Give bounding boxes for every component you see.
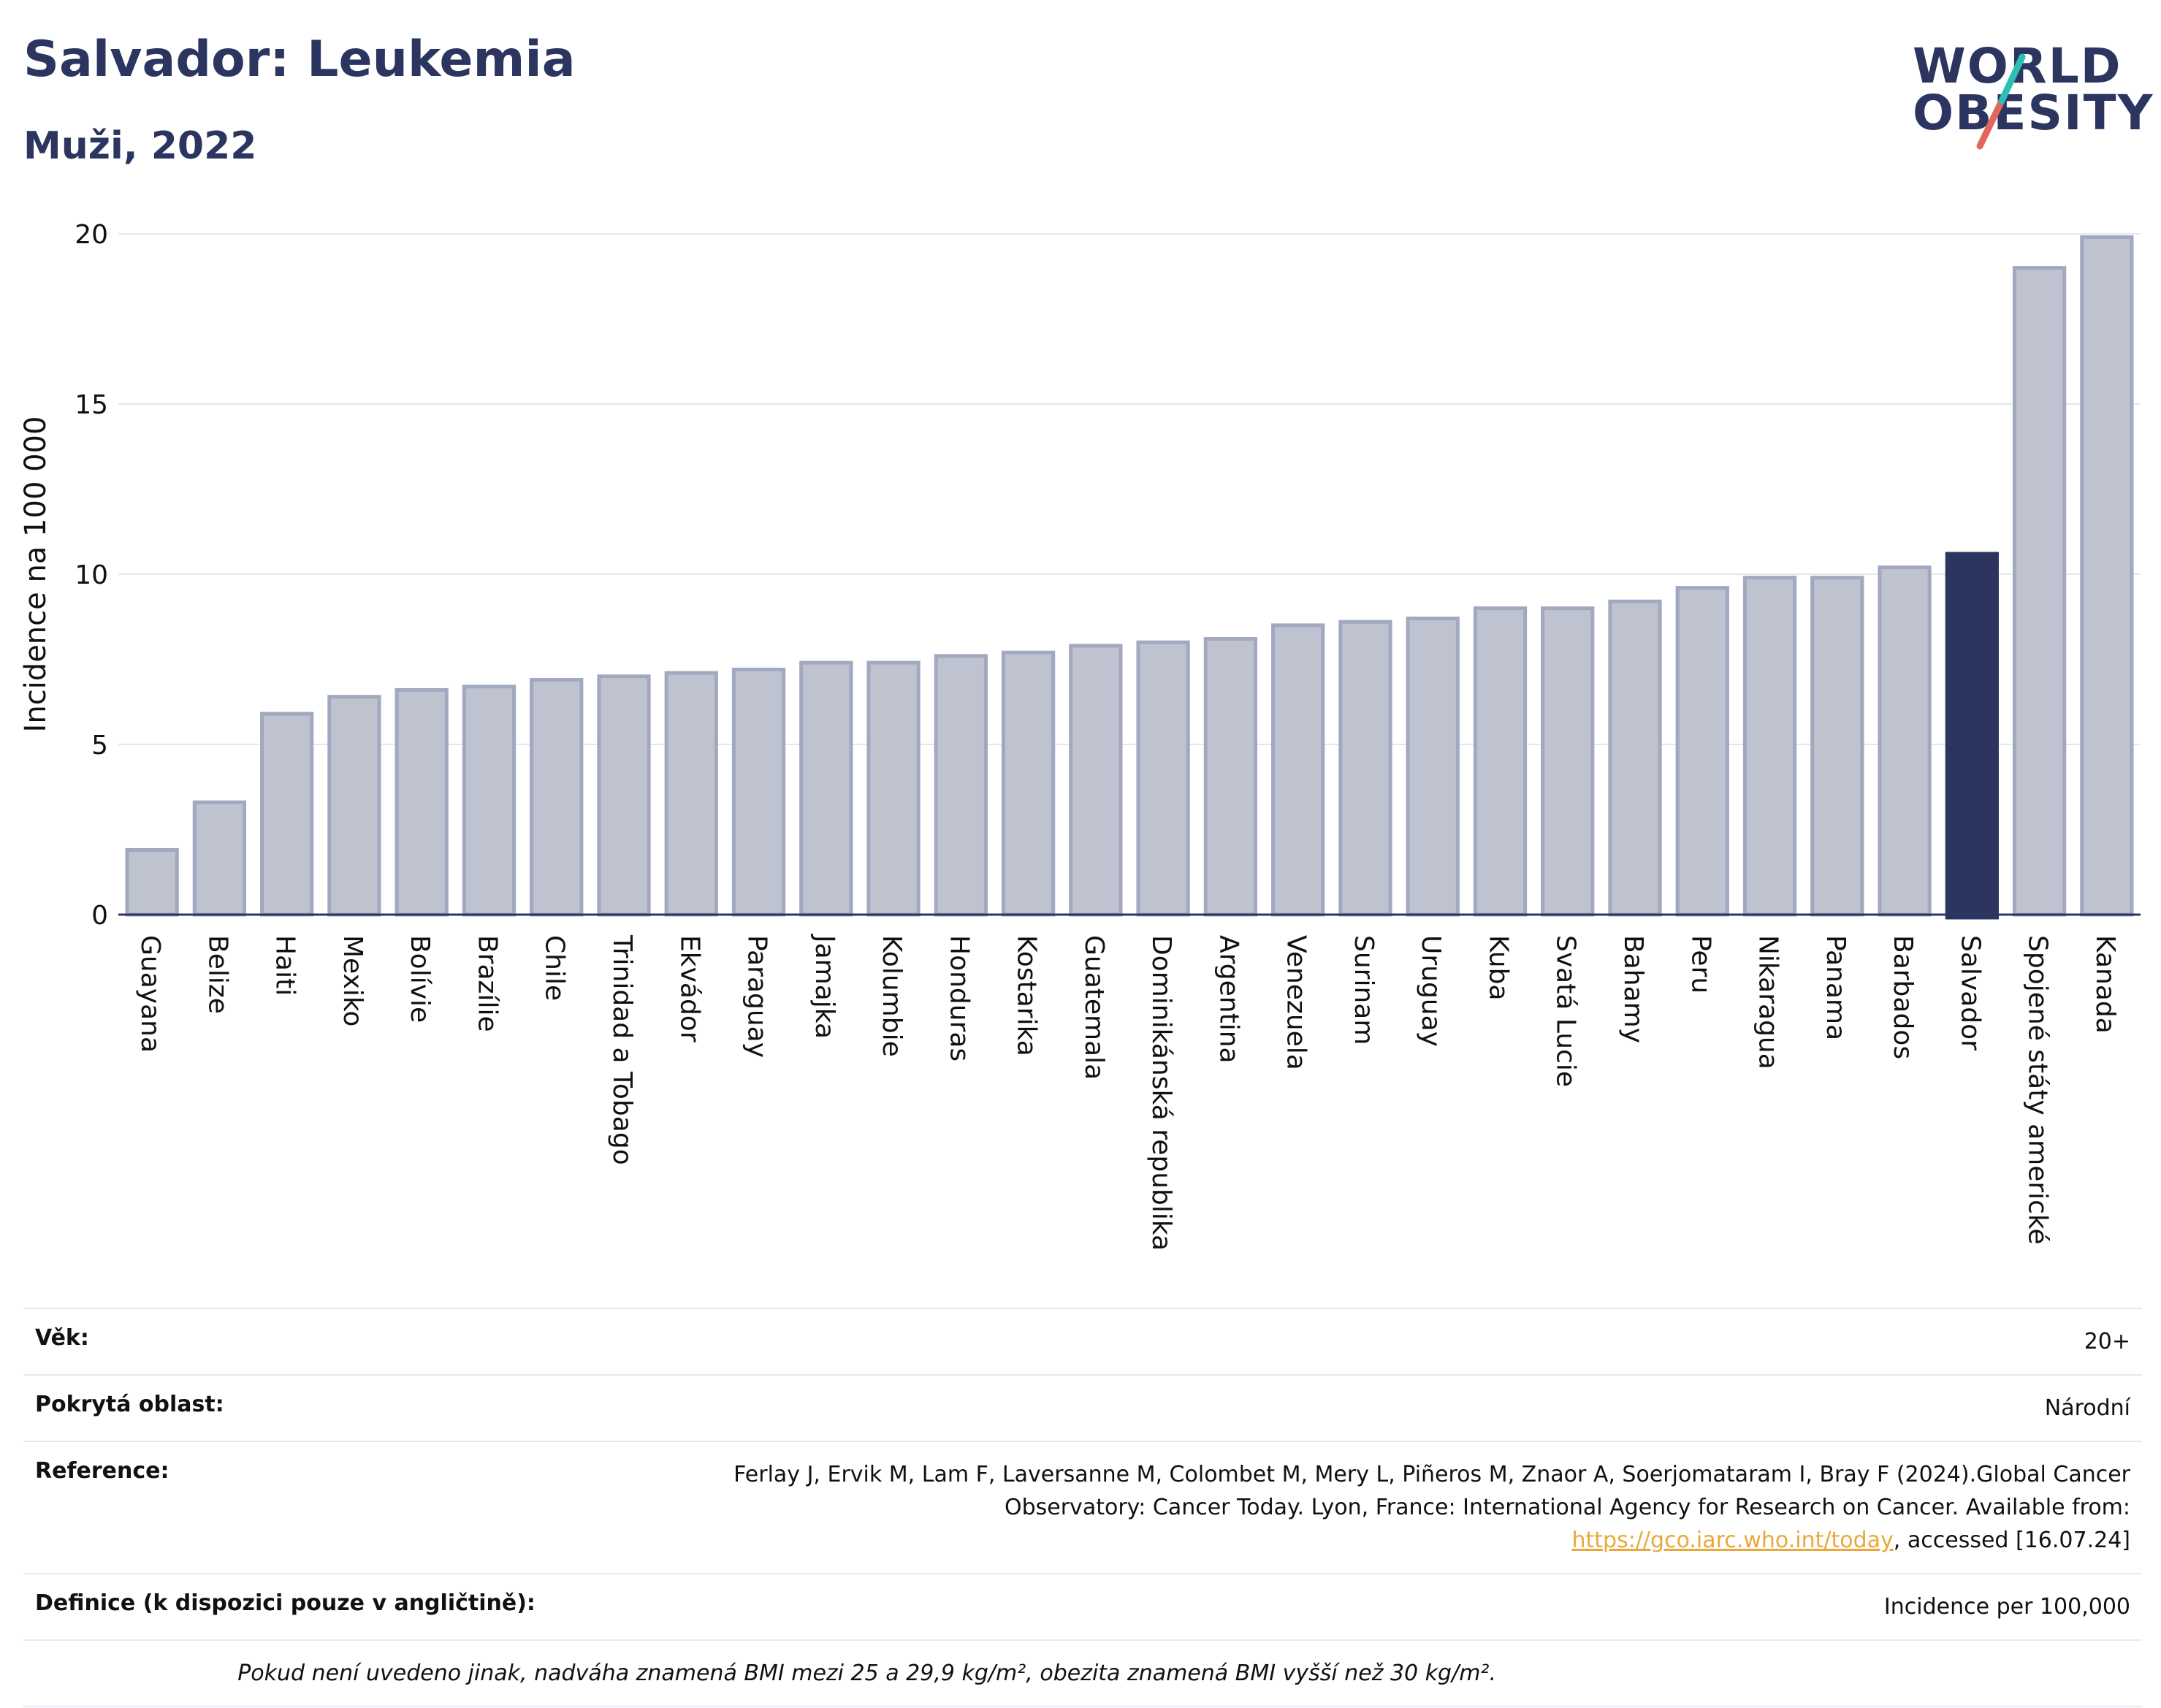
- reference-text: Ferlay J, Ervik M, Lam F, Laversanne M, …: [733, 1462, 2130, 1520]
- chart-gridlines: [118, 233, 2141, 745]
- bar-guatemala: [1069, 644, 1123, 917]
- bar-spojené-státy-americké: [2012, 266, 2067, 917]
- meta-value: Ferlay J, Ervik M, Lam F, Laversanne M, …: [669, 1458, 2130, 1557]
- x-tick-label: Surinam: [1349, 935, 1379, 1045]
- bar-panama: [1810, 576, 1864, 917]
- x-tick-label: Paraguay: [742, 935, 772, 1058]
- x-tick-label: Kuba: [1483, 935, 1513, 1001]
- x-tick-label: Venezuela: [1281, 935, 1311, 1070]
- y-tick-label: 10: [75, 560, 108, 590]
- x-tick-label: Belize: [202, 935, 232, 1014]
- footnote: Pokud není uvedeno jinak, nadváha znamen…: [237, 1661, 1496, 1686]
- bar-svatá-lucie: [1541, 606, 1595, 917]
- x-tick-label: Mexiko: [338, 935, 367, 1026]
- chart-bars: [125, 235, 2134, 920]
- bar-nikaragua: [1742, 576, 1797, 917]
- bar-barbados: [1878, 565, 1932, 917]
- x-tick-label: Barbados: [1888, 935, 1918, 1059]
- meta-row-reference: Reference: Ferlay J, Ervik M, Lam F, Lav…: [23, 1441, 2142, 1573]
- bar-argentina: [1203, 637, 1258, 917]
- x-tick-label: Brazílie: [472, 935, 502, 1032]
- x-tick-label: Spojené státy americké: [2023, 935, 2053, 1245]
- meta-row-coverage: Pokrytá oblast: Národní: [23, 1374, 2142, 1441]
- bar-surinam: [1338, 619, 1392, 917]
- x-tick-label: Kolumbie: [877, 935, 907, 1057]
- bar-bahamy: [1608, 599, 1662, 917]
- x-tick-label: Svatá Lucie: [1551, 935, 1581, 1087]
- y-tick-label: 5: [91, 731, 108, 760]
- bar-guayana: [125, 847, 179, 917]
- bar-brazílie: [462, 685, 517, 917]
- bar-uruguay: [1406, 617, 1460, 917]
- x-tick-label: Guatemala: [1079, 935, 1109, 1080]
- x-tick-label: Argentina: [1213, 935, 1243, 1064]
- meta-row-age: Věk: 20+: [23, 1308, 2142, 1374]
- bar-kanada: [2080, 235, 2134, 917]
- world-obesity-logo: WORLD OBESITY: [1892, 29, 2155, 161]
- bar-trinidad-a-tobago: [597, 674, 651, 917]
- bar-dominikánská-republika: [1136, 640, 1190, 917]
- bar-kostarika: [1001, 650, 1056, 917]
- bar-chile: [530, 677, 584, 917]
- meta-value: Národní: [2044, 1395, 2130, 1421]
- x-tick-label: Peru: [1685, 935, 1715, 994]
- x-tick-label: Ekvádor: [674, 935, 704, 1042]
- reference-link[interactable]: https://gco.iarc.who.int/today: [1571, 1528, 1894, 1553]
- bar-jamajka: [799, 660, 853, 917]
- bar-paraguay: [731, 667, 786, 917]
- x-tick-label: Haiti: [270, 935, 300, 996]
- bar-ekvádor: [664, 671, 718, 917]
- meta-label: Definice (k dispozici pouze v angličtině…: [35, 1590, 536, 1616]
- x-tick-label: Dominikánská republika: [1146, 935, 1176, 1251]
- page-title: Salvador: Leukemia: [23, 31, 576, 88]
- x-tick-label: Honduras: [944, 935, 974, 1061]
- meta-value: Incidence per 100,000: [1883, 1594, 2130, 1620]
- y-tick-label: 15: [75, 390, 108, 420]
- meta-value: 20+: [2084, 1329, 2130, 1354]
- bar-belize: [192, 800, 247, 917]
- meta-row-definition: Definice (k dispozici pouze v angličtině…: [23, 1573, 2142, 1639]
- x-tick-label: Bahamy: [1618, 935, 1648, 1043]
- bar-peru: [1675, 586, 1729, 917]
- x-tick-label: Uruguay: [1416, 935, 1446, 1047]
- bar-kuba: [1473, 606, 1528, 917]
- y-tick-label: 0: [91, 901, 108, 931]
- x-tick-label: Guayana: [135, 935, 165, 1053]
- bar-chart: 0 5 10 15 20 Incidence na 100 000 Guayana Bel…: [19, 220, 2141, 1251]
- x-tick-label: Trinidad a Tobago: [607, 934, 637, 1165]
- x-tick-label: Jamajka: [809, 934, 839, 1039]
- x-tick-label: Kostarika: [1012, 935, 1042, 1056]
- bar-venezuela: [1271, 623, 1325, 917]
- x-axis-ticks: Guayana Belize Haiti Mexiko Bolívie Brazílie C…: [135, 934, 2120, 1251]
- reference-accessed: , accessed [16.07.24]: [1893, 1528, 2130, 1553]
- bar-haiti: [260, 712, 314, 917]
- bar-salvador: [1945, 552, 1999, 920]
- meta-label: Reference:: [35, 1458, 169, 1484]
- bar-mexiko: [327, 695, 381, 917]
- logo-word-obesity: OBESITY: [1913, 85, 2154, 141]
- y-tick-label: 20: [75, 220, 108, 250]
- metadata-table: Věk: 20+ Pokrytá oblast: Národní Referen…: [23, 1308, 2142, 1707]
- y-axis-label: Incidence na 100 000: [19, 416, 53, 733]
- bar-bolívie: [395, 687, 449, 917]
- x-tick-label: Kanada: [2090, 935, 2120, 1034]
- bar-honduras: [934, 654, 988, 917]
- page-subtitle: Muži, 2022: [23, 124, 257, 168]
- x-tick-label: Salvador: [1955, 935, 1985, 1051]
- x-tick-label: Panama: [1821, 935, 1851, 1040]
- meta-label: Věk:: [35, 1325, 89, 1351]
- x-tick-label: Chile: [540, 935, 570, 1001]
- logo-slash-icon: [1976, 53, 2026, 150]
- y-axis-ticks: 0 5 10 15 20: [75, 220, 108, 931]
- meta-label: Pokrytá oblast:: [35, 1392, 224, 1417]
- meta-row-note: Pokud není uvedeno jinak, nadváha znamen…: [23, 1639, 2142, 1707]
- x-tick-label: Bolívie: [405, 935, 435, 1023]
- bar-kolumbie: [866, 660, 921, 917]
- x-tick-label: Nikaragua: [1753, 935, 1783, 1070]
